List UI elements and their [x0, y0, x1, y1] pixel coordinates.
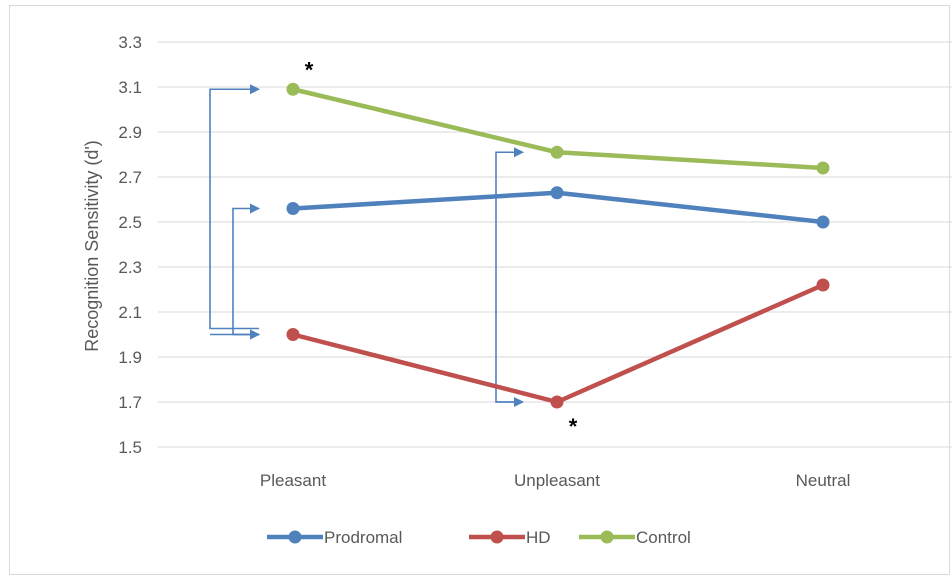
data-point-hd: [286, 328, 300, 341]
legend-label: Prodromal: [324, 528, 402, 547]
y-tick-label: 1.9: [118, 348, 142, 367]
x-category-label: Unpleasant: [514, 471, 600, 490]
legend-marker: [490, 530, 504, 544]
significance-asterisk: *: [569, 414, 578, 439]
x-category-label: Pleasant: [260, 471, 326, 490]
data-point-prodromal: [550, 186, 564, 200]
y-tick-label: 1.5: [118, 438, 142, 457]
data-point-control: [550, 145, 564, 159]
comparison-arrow: [232, 203, 260, 336]
y-tick-label: 1.7: [118, 393, 142, 412]
data-point-prodromal: [816, 215, 830, 229]
legend-label: Control: [636, 528, 691, 547]
y-tick-label: 2.5: [118, 213, 142, 232]
data-point-prodromal: [286, 202, 300, 215]
data-point-hd: [816, 278, 830, 292]
data-point-control: [286, 82, 300, 96]
legend-label: HD: [526, 528, 551, 547]
legend-marker: [600, 530, 614, 544]
significance-asterisk: *: [305, 57, 314, 82]
chart-frame: [9, 5, 950, 575]
data-point-control: [816, 161, 830, 175]
legend-marker: [288, 530, 302, 544]
y-tick-label: 2.3: [118, 258, 142, 277]
y-tick-label: 2.9: [118, 123, 142, 142]
x-category-label: Neutral: [796, 471, 851, 490]
series-line-hd: [292, 282, 824, 405]
y-tick-label: 3.3: [118, 33, 142, 52]
y-axis-title: Recognition Sensitivity (d'): [82, 140, 102, 352]
comparison-arrow: [209, 84, 260, 330]
y-tick-label: 2.7: [118, 168, 142, 187]
comparison-arrow: [495, 147, 524, 403]
y-tick-label: 3.1: [118, 78, 142, 97]
data-point-hd: [550, 395, 564, 409]
y-tick-label: 2.1: [118, 303, 142, 322]
